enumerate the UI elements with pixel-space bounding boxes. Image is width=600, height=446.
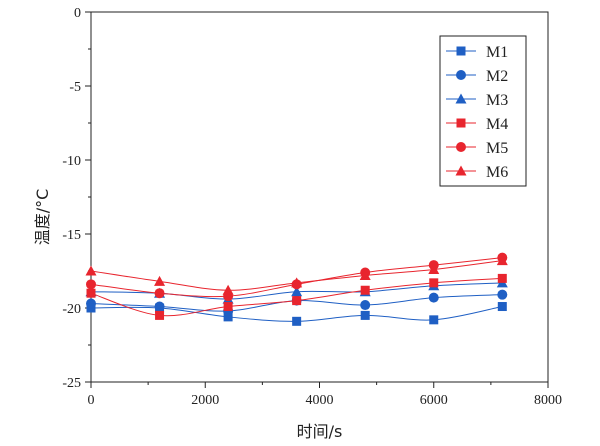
x-axis-title: 时间/s (297, 422, 343, 441)
legend-marker (456, 46, 466, 56)
series-m4 (86, 273, 507, 320)
series-layer (85, 252, 508, 326)
data-point (496, 255, 508, 266)
y-axis-title: 温度/°C (33, 189, 52, 246)
data-point (86, 279, 96, 290)
data-point (428, 292, 439, 303)
legend-item: M3 (446, 92, 508, 109)
data-point (360, 285, 370, 295)
series-m6 (85, 255, 508, 295)
legend-item: M2 (446, 68, 508, 85)
x-axis: 0 2000 4000 6000 8000 (88, 382, 562, 408)
data-point (222, 284, 234, 295)
y-axis: 0 -5 -10 -15 -20 -25 (62, 6, 91, 391)
y-tick-label: 0 (74, 6, 81, 21)
data-point (428, 264, 440, 275)
x-tick-label: 4000 (306, 393, 334, 408)
legend-item: M6 (446, 164, 508, 181)
data-point (497, 302, 507, 312)
data-point (154, 288, 165, 299)
data-point (359, 269, 371, 280)
data-point (292, 296, 302, 306)
legend-label: M1 (486, 44, 508, 61)
data-point (360, 300, 371, 311)
data-point (497, 289, 508, 300)
data-point (429, 278, 439, 288)
data-point (291, 277, 303, 288)
legend-item: M1 (446, 44, 508, 61)
data-point (86, 298, 96, 309)
y-tick-label: -25 (62, 376, 81, 391)
x-tick-label: 6000 (420, 393, 448, 408)
data-point (223, 302, 233, 312)
data-point (155, 310, 165, 320)
legend-item: M4 (446, 116, 508, 133)
legend-marker (456, 70, 466, 80)
y-tick-label: -15 (62, 228, 81, 243)
data-point (154, 301, 165, 312)
data-point (292, 316, 302, 326)
legend-box (439, 35, 527, 187)
legend-label: M2 (486, 68, 508, 85)
x-tick-label: 8000 (534, 393, 562, 408)
legend-label: M4 (486, 116, 508, 133)
data-point (360, 310, 370, 320)
legend-label: M6 (486, 164, 508, 181)
y-tick-label: -10 (62, 154, 81, 169)
legend-marker (456, 142, 466, 152)
legend-label: M3 (486, 92, 508, 109)
legend: M1 M2 M3 M4 M5 M6 (439, 35, 527, 187)
x-tick-label: 2000 (191, 393, 219, 408)
y-tick-label: -5 (69, 80, 81, 95)
legend-marker (455, 165, 467, 176)
x-tick-label: 0 (88, 393, 95, 408)
data-point (497, 273, 507, 283)
legend-item: M5 (446, 140, 508, 157)
legend-marker (455, 93, 467, 104)
legend-marker (456, 118, 466, 128)
data-point (85, 265, 97, 276)
y-tick-label: -20 (62, 302, 81, 317)
data-point (154, 275, 166, 286)
data-point (223, 312, 233, 322)
data-point (86, 288, 96, 298)
legend-label: M5 (486, 140, 508, 157)
data-point (429, 315, 439, 325)
data-point (291, 286, 303, 297)
